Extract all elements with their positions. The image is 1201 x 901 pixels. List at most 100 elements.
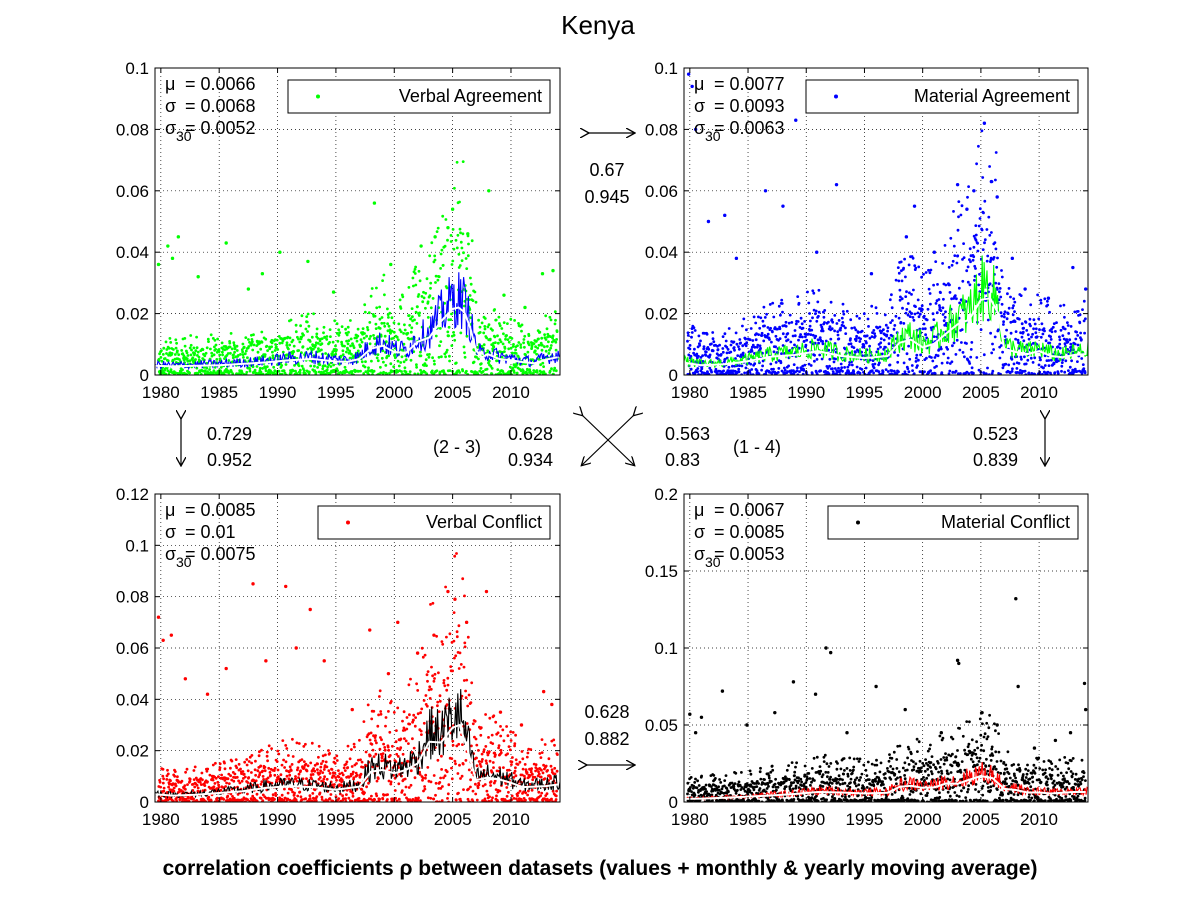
- data-point: [855, 314, 859, 318]
- data-point: [416, 689, 420, 692]
- stat-value: = 0.0085: [185, 500, 256, 520]
- data-point: [315, 332, 319, 336]
- data-point: [413, 318, 416, 322]
- data-point: [209, 347, 212, 351]
- data-point: [1064, 359, 1068, 363]
- data-point: [925, 336, 929, 340]
- data-point: [544, 349, 548, 353]
- data-point: [966, 265, 970, 269]
- data-point: [277, 369, 281, 373]
- data-point: [521, 371, 525, 375]
- data-point: [422, 699, 426, 702]
- data-point: [540, 343, 544, 347]
- data-point: [774, 361, 778, 364]
- data-point: [255, 792, 259, 796]
- data-point: [471, 370, 474, 374]
- data-point: [222, 798, 226, 801]
- data-point: [688, 347, 692, 351]
- x-tick-label: 1995: [317, 810, 355, 829]
- data-point: [291, 338, 295, 342]
- data-point: [245, 763, 249, 767]
- data-point: [741, 324, 744, 328]
- data-point: [977, 144, 980, 148]
- data-point: [864, 366, 868, 370]
- data-point: [503, 350, 506, 353]
- data-point: [780, 302, 784, 305]
- data-point: [304, 372, 307, 375]
- data-point: [354, 771, 358, 775]
- data-point: [693, 793, 697, 797]
- data-point: [380, 754, 384, 758]
- data-point: [343, 344, 346, 348]
- data-point: [555, 330, 559, 333]
- data-point: [254, 372, 258, 375]
- data-point: [289, 371, 293, 375]
- data-point: [1039, 301, 1043, 305]
- data-point: [281, 350, 285, 354]
- data-point: [322, 768, 326, 771]
- outlier-point: [551, 268, 555, 273]
- data-point: [322, 331, 325, 335]
- data-point: [290, 763, 294, 766]
- data-point: [479, 362, 483, 365]
- data-point: [423, 787, 427, 791]
- data-point: [188, 777, 192, 781]
- data-point: [197, 355, 201, 359]
- data-point: [718, 343, 721, 347]
- data-point: [777, 304, 781, 308]
- data-point: [741, 351, 745, 355]
- data-point: [556, 753, 559, 756]
- data-point: [543, 777, 547, 780]
- panel-verbal-conflict: 1980 1985 1990 1995 2000 2005 201000.020.040.0…: [116, 485, 561, 829]
- data-point: [408, 713, 411, 717]
- data-point: [424, 773, 428, 777]
- data-point: [270, 341, 274, 345]
- data-point: [967, 372, 971, 375]
- data-point: [419, 350, 422, 354]
- data-point: [759, 346, 762, 350]
- data-point: [930, 372, 934, 375]
- data-point: [555, 789, 558, 793]
- data-point: [271, 356, 275, 360]
- data-point: [523, 774, 526, 778]
- data-point: [855, 334, 858, 338]
- data-point: [510, 760, 514, 764]
- data-point: [500, 355, 504, 359]
- data-point: [338, 331, 342, 334]
- data-point: [431, 356, 434, 360]
- data-point: [454, 762, 457, 766]
- data-point: [174, 784, 178, 788]
- data-point: [716, 344, 719, 348]
- data-point: [312, 797, 316, 800]
- data-point: [405, 727, 409, 731]
- data-point: [980, 228, 984, 232]
- data-point: [806, 349, 810, 352]
- data-point: [788, 313, 792, 317]
- data-point: [1042, 327, 1046, 330]
- data-point: [962, 242, 965, 246]
- data-point: [320, 337, 324, 340]
- data-point: [748, 338, 752, 342]
- data-point: [208, 773, 212, 777]
- verbal-conflict-legend: Verbal Conflict: [317, 505, 551, 540]
- data-point: [526, 751, 530, 755]
- data-point: [518, 789, 522, 793]
- data-point: [694, 777, 697, 781]
- data-point: [852, 346, 856, 349]
- x-tick-label: 1995: [846, 383, 884, 402]
- data-point: [515, 797, 518, 801]
- data-point: [341, 778, 344, 782]
- data-point: [513, 742, 517, 746]
- data-point: [530, 788, 534, 792]
- data-point: [813, 359, 816, 363]
- data-point: [823, 321, 826, 324]
- data-point: [725, 351, 729, 355]
- data-point: [913, 312, 917, 316]
- data-point: [760, 331, 764, 335]
- data-point: [227, 371, 231, 375]
- data-point: [461, 160, 465, 164]
- data-point: [856, 331, 860, 334]
- data-point: [1047, 359, 1051, 362]
- data-point: [811, 289, 815, 293]
- data-point: [1062, 303, 1066, 307]
